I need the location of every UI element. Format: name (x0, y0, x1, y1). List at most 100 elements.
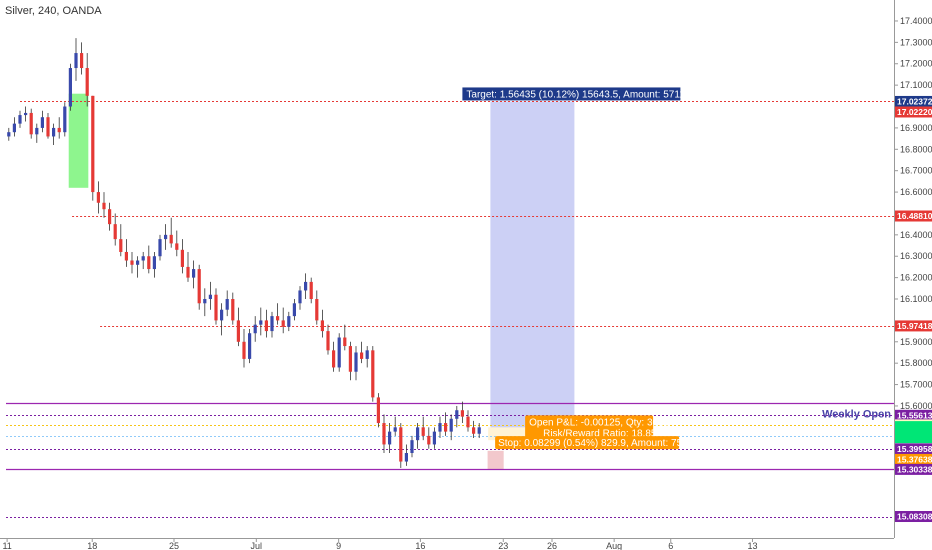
price-label: 15.39958 (897, 444, 932, 454)
candle-body (337, 337, 341, 368)
weekly-open-label: Weekly Open (822, 409, 891, 421)
candle-body (270, 316, 274, 332)
price-label-bg (895, 106, 932, 118)
price-label: 15.08308 (897, 512, 932, 522)
y-tick-label: 16.60000 (900, 187, 932, 197)
y-tick-label: 16.30000 (900, 251, 932, 261)
y-tick-label: 16.40000 (900, 230, 932, 240)
candle-body (360, 352, 364, 359)
x-tick-label: Jul (251, 541, 263, 550)
candle-body (113, 224, 117, 240)
candle-body (326, 331, 330, 351)
y-tick-label: 15.70000 (900, 380, 932, 390)
candle-body (315, 299, 319, 321)
candle-body (259, 320, 263, 325)
candle-body (141, 256, 145, 261)
candle-body (220, 309, 224, 321)
candle-body (91, 95, 95, 193)
candle-body (416, 427, 420, 441)
candle-body (309, 281, 313, 300)
candle-body (354, 352, 358, 372)
candle-body (242, 341, 246, 359)
candle-body (292, 303, 296, 317)
price-label: 15.55613 (897, 410, 932, 420)
y-tick-label: 16.10000 (900, 294, 932, 304)
candle-body (376, 397, 380, 424)
x-tick-label: Aug (606, 541, 622, 550)
price-label: 15.97418 (897, 321, 932, 331)
candle-body (248, 333, 252, 359)
candle-body (320, 320, 324, 332)
x-tick-label: 18 (87, 541, 97, 550)
candle-body (410, 440, 414, 454)
candle-series (7, 38, 481, 468)
candle-body (388, 431, 392, 445)
price-label: 15.30338 (897, 464, 932, 474)
candle-body (180, 249, 184, 267)
candle-body (432, 431, 436, 445)
y-tick-label: 15.60000 (900, 401, 932, 411)
candle-body (348, 346, 352, 372)
candle-body (298, 290, 302, 304)
candle-body (365, 350, 369, 359)
y-tick-label: 17.40000 (900, 16, 932, 26)
candle-body (276, 316, 280, 321)
chart-title: Silver, 240, OANDA (5, 5, 102, 17)
current-price-marker (895, 421, 932, 444)
candle-body (108, 209, 112, 225)
candle-body (57, 127, 61, 133)
annotations: Target: 1.56435 (10.12%) 15643.5, Amount… (462, 87, 891, 450)
candle-body (427, 435, 431, 445)
candle-body (7, 132, 11, 137)
stop-note-bg (495, 436, 680, 450)
candle-body (175, 243, 179, 250)
candle-body (169, 234, 173, 244)
candle-body (382, 423, 386, 445)
target-note-bg (462, 87, 681, 101)
candle-body (164, 234, 168, 240)
y-tick-label: 16.20000 (900, 273, 932, 283)
y-tick-label: 15.80000 (900, 358, 932, 368)
candle-body (438, 423, 442, 432)
y-tick-label: 17.10000 (900, 80, 932, 90)
candle-body (466, 416, 470, 428)
y-tick-label: 16.70000 (900, 166, 932, 176)
x-tick-label: 16 (415, 541, 425, 550)
x-tick-label: 11 (2, 541, 11, 550)
stop-zone (487, 450, 504, 470)
candle-body (236, 320, 240, 342)
y-tick-label: 15.90000 (900, 337, 932, 347)
y-tick-label: 17.30000 (900, 37, 932, 47)
candle-body (40, 117, 44, 128)
candle-body (35, 127, 39, 135)
candle-body (29, 112, 33, 135)
price-label-bg (895, 453, 932, 465)
pnl-note: Open P&L: -0.00125, Qty: 3012 (529, 417, 670, 428)
candle-body (449, 418, 453, 432)
y-tick-label: 16.90000 (900, 123, 932, 133)
candle-body (208, 294, 212, 300)
x-tick-label: 13 (747, 541, 757, 550)
candle-body (136, 260, 140, 265)
candle-body (52, 127, 56, 137)
price-label-bg (895, 320, 932, 332)
candle-body (96, 192, 100, 203)
candle-body (152, 256, 156, 270)
candle-body (264, 320, 268, 332)
candle-body (12, 123, 16, 133)
price-axis: 17.40000 17.30000 17.20000 17.10000 16.90000… (894, 0, 932, 550)
candle-body (124, 251, 128, 261)
candle-body (393, 427, 397, 432)
candle-body (472, 427, 476, 434)
x-tick-label: 9 (336, 541, 341, 550)
candle-body (343, 337, 347, 347)
candle-body (287, 316, 291, 327)
candle-body (214, 294, 218, 321)
candle-body (203, 299, 207, 304)
x-tick-label: 23 (498, 541, 508, 550)
candle-body (85, 68, 89, 96)
candle-body (477, 427, 481, 434)
candle-body (102, 202, 106, 210)
candle-body (444, 423, 448, 432)
